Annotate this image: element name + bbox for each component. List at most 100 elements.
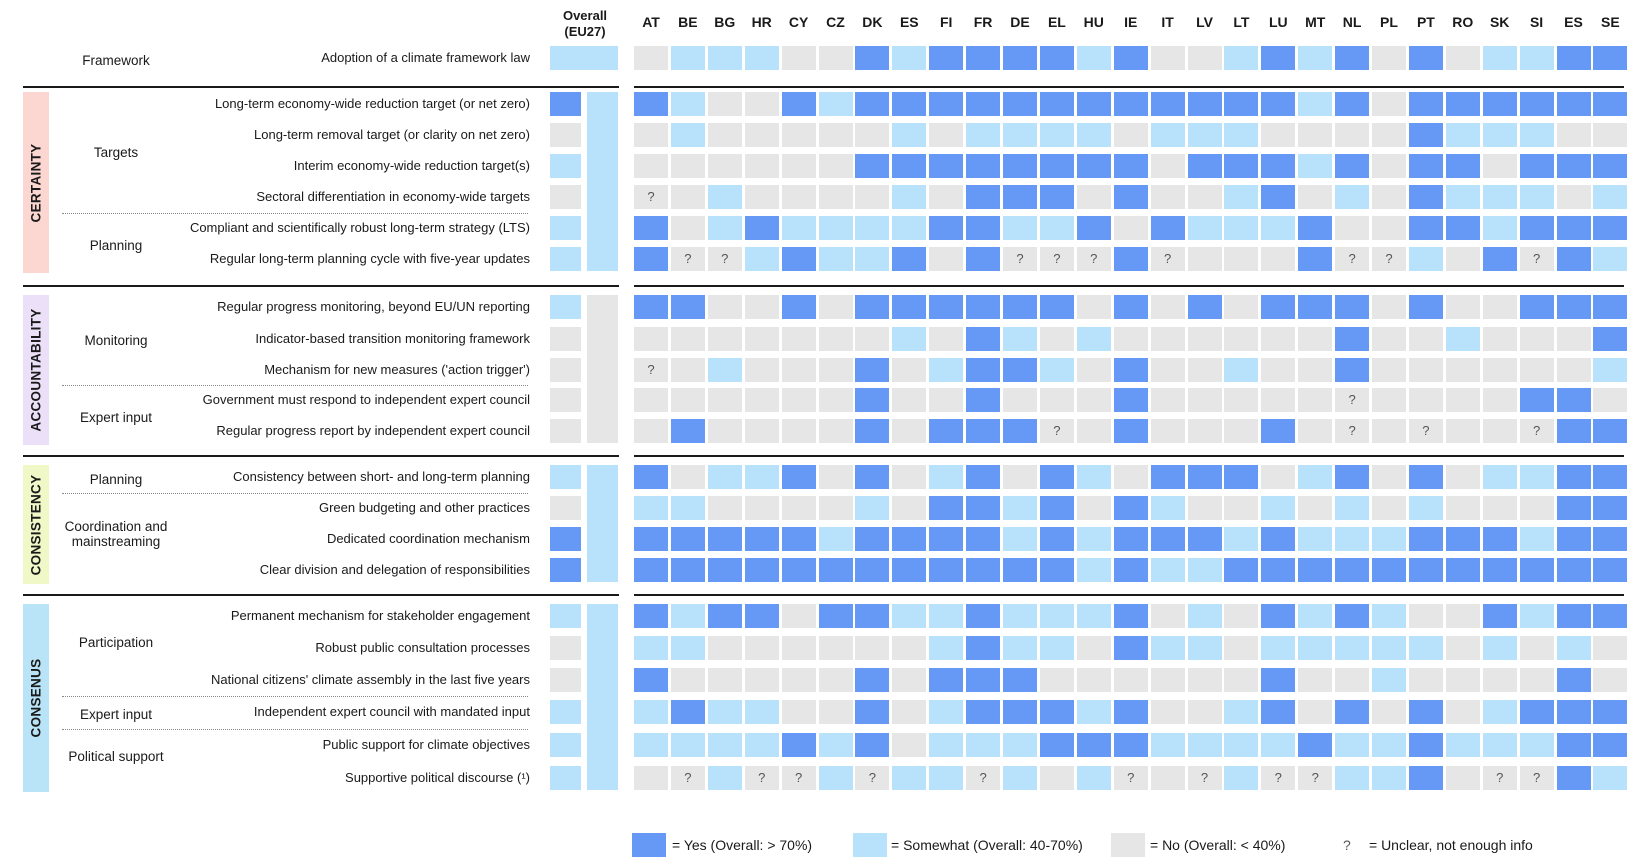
group-label: Expert input [79, 410, 153, 425]
heatmap-cell [744, 123, 779, 147]
heatmap-cell [1556, 327, 1591, 351]
heatmap-cell [707, 46, 742, 70]
heatmap-cell [1372, 527, 1406, 551]
heatmap-cell [634, 123, 668, 147]
heatmap-cell [818, 154, 853, 178]
heatmap-cell [818, 465, 853, 489]
heatmap-cell [670, 636, 705, 660]
heatmap-cell [707, 388, 742, 412]
heatmap-cell [634, 358, 668, 382]
unclear-mark: ? [1053, 423, 1061, 438]
heatmap-cell [1372, 766, 1406, 790]
heatmap-cell [744, 154, 779, 178]
heatmap-cell [892, 636, 927, 660]
heatmap-cell [966, 92, 1001, 116]
heatmap-cell [929, 185, 964, 209]
heatmap-cell [1113, 388, 1148, 412]
heatmap-cell [1408, 216, 1443, 240]
heatmap-cell [1593, 419, 1628, 443]
heatmap-cell [1298, 419, 1333, 443]
heatmap-cell [707, 766, 742, 790]
heatmap-cell [781, 558, 816, 582]
overall-cell [550, 92, 581, 116]
heatmap-cell [634, 465, 668, 489]
heatmap-cell [1482, 668, 1517, 692]
heatmap-cell [1261, 388, 1296, 412]
group-label: Expert input [79, 706, 153, 722]
heatmap-cell [744, 558, 779, 582]
heatmap-cell [966, 700, 1001, 724]
heatmap-cell [929, 496, 964, 520]
heatmap-cell [1482, 604, 1517, 628]
heatmap-cell [1261, 46, 1296, 70]
heatmap-cell [966, 185, 1001, 209]
group-label: Planning [89, 471, 143, 487]
heatmap-cell [1298, 154, 1333, 178]
legend-unclear-symbol: ? [1343, 837, 1351, 853]
section-divider [634, 285, 1624, 287]
heatmap-cell [1003, 465, 1037, 489]
heatmap-cell [1076, 766, 1111, 790]
overall-cell [550, 604, 581, 628]
heatmap-cell [1113, 216, 1148, 240]
heatmap-cell [1593, 46, 1628, 70]
heatmap-cell [1261, 185, 1296, 209]
heatmap-cell [1335, 92, 1370, 116]
heatmap-cell [855, 604, 890, 628]
heatmap-cell [781, 46, 816, 70]
heatmap-cell [1445, 766, 1480, 790]
heatmap-cell [1113, 636, 1148, 660]
country-header: AT [642, 14, 660, 30]
heatmap-cell [1445, 247, 1480, 271]
heatmap-cell [929, 558, 964, 582]
heatmap-cell [1408, 668, 1443, 692]
heatmap-cell [1519, 419, 1554, 443]
heatmap-cell [1261, 419, 1296, 443]
heatmap-cell [1150, 558, 1185, 582]
heatmap-cell [1372, 465, 1406, 489]
heatmap-cell [818, 700, 853, 724]
heatmap-cell [1113, 46, 1148, 70]
heatmap-cell [1003, 419, 1037, 443]
heatmap-cell [892, 123, 927, 147]
heatmap-cell [1556, 358, 1591, 382]
heatmap-cell [818, 558, 853, 582]
heatmap-cell [1261, 92, 1296, 116]
heatmap-cell [670, 496, 705, 520]
overall-cell [550, 185, 581, 209]
heatmap-cell [1039, 527, 1074, 551]
heatmap-cell [1224, 247, 1259, 271]
heatmap-cell [818, 733, 853, 757]
heatmap-cell [1372, 327, 1406, 351]
heatmap-cell [1408, 733, 1443, 757]
heatmap-cell [1556, 123, 1591, 147]
heatmap-cell [929, 604, 964, 628]
heatmap-cell [634, 92, 668, 116]
heatmap-cell [1445, 733, 1480, 757]
heatmap-cell [892, 766, 927, 790]
heatmap-cell [1187, 419, 1222, 443]
heatmap-cell [1003, 668, 1037, 692]
heatmap-cell [1298, 527, 1333, 551]
heatmap-cell [1482, 388, 1517, 412]
heatmap-cell [1150, 295, 1185, 319]
group-label: Coordination and mainstreaming [64, 519, 168, 549]
heatmap-cell [744, 733, 779, 757]
heatmap-cell [1003, 527, 1037, 551]
heatmap-cell [1261, 216, 1296, 240]
heatmap-cell [744, 327, 779, 351]
heatmap-cell [1298, 46, 1333, 70]
heatmap-cell [818, 604, 853, 628]
heatmap-cell [1039, 358, 1074, 382]
heatmap-cell [1076, 668, 1111, 692]
heatmap-cell [855, 154, 890, 178]
heatmap-cell [1556, 527, 1591, 551]
heatmap-cell [1335, 465, 1370, 489]
row-label: Compliant and scientifically robust long… [189, 220, 530, 235]
heatmap-cell [1335, 46, 1370, 70]
heatmap-cell [1408, 123, 1443, 147]
country-header: NL [1342, 14, 1362, 30]
heatmap-cell [744, 185, 779, 209]
heatmap-cell [892, 733, 927, 757]
heatmap-cell [1113, 92, 1148, 116]
